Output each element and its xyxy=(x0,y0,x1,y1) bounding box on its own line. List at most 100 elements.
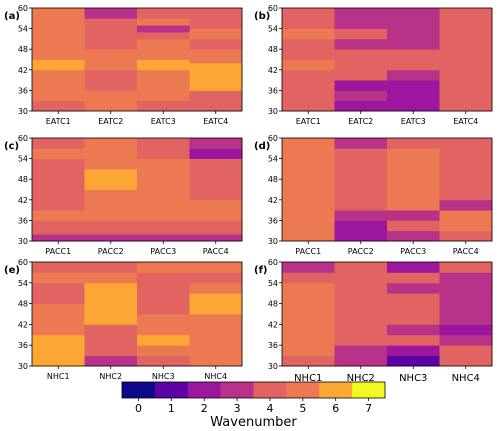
y-tick-label: 54 xyxy=(18,279,28,288)
y-tick-label: 48 xyxy=(268,300,278,309)
plot-frame xyxy=(31,261,243,367)
colorbar-tick-label: 6 xyxy=(332,402,339,415)
heatmap-cell xyxy=(32,234,85,242)
y-tick-label: 48 xyxy=(268,175,278,184)
x-tick-label: NHC4 xyxy=(452,373,480,384)
heatmap-cell xyxy=(387,80,440,112)
heatmap-cell xyxy=(189,293,243,315)
heatmap-cell xyxy=(387,220,440,232)
heatmap-cell xyxy=(439,262,493,273)
heatmap-cell xyxy=(282,59,335,71)
heatmap-cell xyxy=(189,28,243,40)
heatmap-cell xyxy=(439,8,493,112)
heatmap-cell xyxy=(189,8,243,19)
heatmap-cell xyxy=(387,138,440,149)
heatmap-cell xyxy=(84,18,138,50)
heatmap-cell xyxy=(137,69,190,102)
heatmap-cell xyxy=(32,100,85,112)
heatmap-cell xyxy=(334,90,388,102)
colorbar-swatch xyxy=(187,382,221,398)
heatmap-cell xyxy=(282,38,335,50)
heatmap-cell xyxy=(189,199,243,221)
panel-1: 30 36 42 48 54 60 EATC1 EATC2 EATC3 EATC4 (b) xyxy=(254,4,493,126)
heatmap-cell xyxy=(84,324,138,356)
colorbar-tick-label: 2 xyxy=(201,402,208,415)
heatmap-cell xyxy=(84,138,138,170)
heatmap-cell xyxy=(439,345,493,367)
x-tick-label: PACC2 xyxy=(348,247,374,256)
heatmap-cell xyxy=(84,262,138,273)
heatmap-cell xyxy=(334,148,388,159)
x-tick-label: NHC1 xyxy=(294,373,322,384)
x-tick-label: PACC4 xyxy=(203,247,229,256)
heatmap-cell xyxy=(334,220,388,242)
heatmap-cell xyxy=(282,28,335,40)
heatmap-cell xyxy=(137,59,190,71)
y-tick-label: 30 xyxy=(268,237,278,246)
y-tick-label: 36 xyxy=(18,216,28,225)
heatmap-cell xyxy=(189,282,243,294)
plot-frame xyxy=(31,7,243,112)
colorbar-tick-label: 0 xyxy=(135,402,142,415)
heatmap-cell xyxy=(32,272,85,284)
heatmap-cell xyxy=(84,168,138,190)
heatmap-cell xyxy=(137,345,190,356)
panel-2: 30 36 42 48 54 60 PACC1 PACC2 PACC3 PACC4 (c) xyxy=(4,134,243,256)
x-tick-label: PACC1 xyxy=(45,247,71,256)
heatmap-cell xyxy=(137,138,190,159)
heatmap-cell xyxy=(439,272,493,325)
heatmap-cell xyxy=(137,220,190,235)
colorbar-swatch xyxy=(352,382,386,398)
heatmap-cell xyxy=(439,210,493,232)
plot-frame xyxy=(281,137,493,242)
heatmap-cell xyxy=(32,303,85,336)
colorbar-swatch xyxy=(286,382,320,398)
y-tick-label: 30 xyxy=(18,237,28,246)
heatmap-cell xyxy=(189,18,243,29)
heatmap-cell xyxy=(387,69,440,81)
y-tick-label: 48 xyxy=(18,45,28,54)
colorbar-swatch xyxy=(220,382,254,398)
heatmap-cell xyxy=(387,8,440,50)
heatmap-cell xyxy=(387,345,440,356)
y-tick-label: 54 xyxy=(18,25,28,34)
heatmap-cell xyxy=(189,62,243,91)
heatmap-cell xyxy=(387,324,440,336)
x-tick-label: NHC3 xyxy=(399,373,427,384)
panel-3: 30 36 42 48 54 60 PACC1 PACC2 PACC3 PACC4 (d) xyxy=(254,134,493,256)
heatmap-cell xyxy=(137,234,190,242)
x-tick-label: NHC2 xyxy=(347,373,375,384)
heatmap-cell xyxy=(334,179,388,201)
heatmap-cell xyxy=(32,158,85,211)
heatmap-cell xyxy=(387,262,440,273)
heatmap-cell xyxy=(282,262,335,273)
heatmap-cell xyxy=(137,314,190,336)
colorbar-tick-label: 4 xyxy=(266,402,273,415)
plot-frame xyxy=(281,261,493,367)
panels: 30 36 42 48 54 60 EATC1 EATC2 EATC3 EATC4 (a) 30 36 4… xyxy=(4,4,493,384)
heatmap-cell xyxy=(32,59,85,71)
heatmap-cell xyxy=(189,272,243,284)
y-tick-label: 36 xyxy=(18,86,28,95)
heatmap-cell xyxy=(84,69,138,91)
y-tick-label: 42 xyxy=(18,66,28,75)
colorbar-frame xyxy=(121,381,386,399)
heatmap-cell xyxy=(282,138,335,242)
colorbar-swatch xyxy=(122,382,156,398)
x-tick-label: NHC4 xyxy=(204,372,227,381)
heatmap-cell xyxy=(189,314,243,367)
x-tick-label: EATC1 xyxy=(46,117,71,126)
heatmap-cell xyxy=(334,8,388,29)
x-tick-label: PACC1 xyxy=(295,247,321,256)
y-tick-label: 42 xyxy=(268,196,278,205)
heatmap-cell xyxy=(137,158,190,221)
heatmap-cell xyxy=(387,272,440,284)
y-tick-label: 48 xyxy=(18,175,28,184)
heatmap-cell xyxy=(137,334,190,346)
x-tick-label: PACC2 xyxy=(98,247,124,256)
heatmap-cell xyxy=(334,210,388,221)
heatmap-cell xyxy=(189,148,243,159)
heatmap-cell xyxy=(334,49,388,81)
y-tick-label: 60 xyxy=(268,134,278,143)
heatmap-cell xyxy=(84,234,138,242)
